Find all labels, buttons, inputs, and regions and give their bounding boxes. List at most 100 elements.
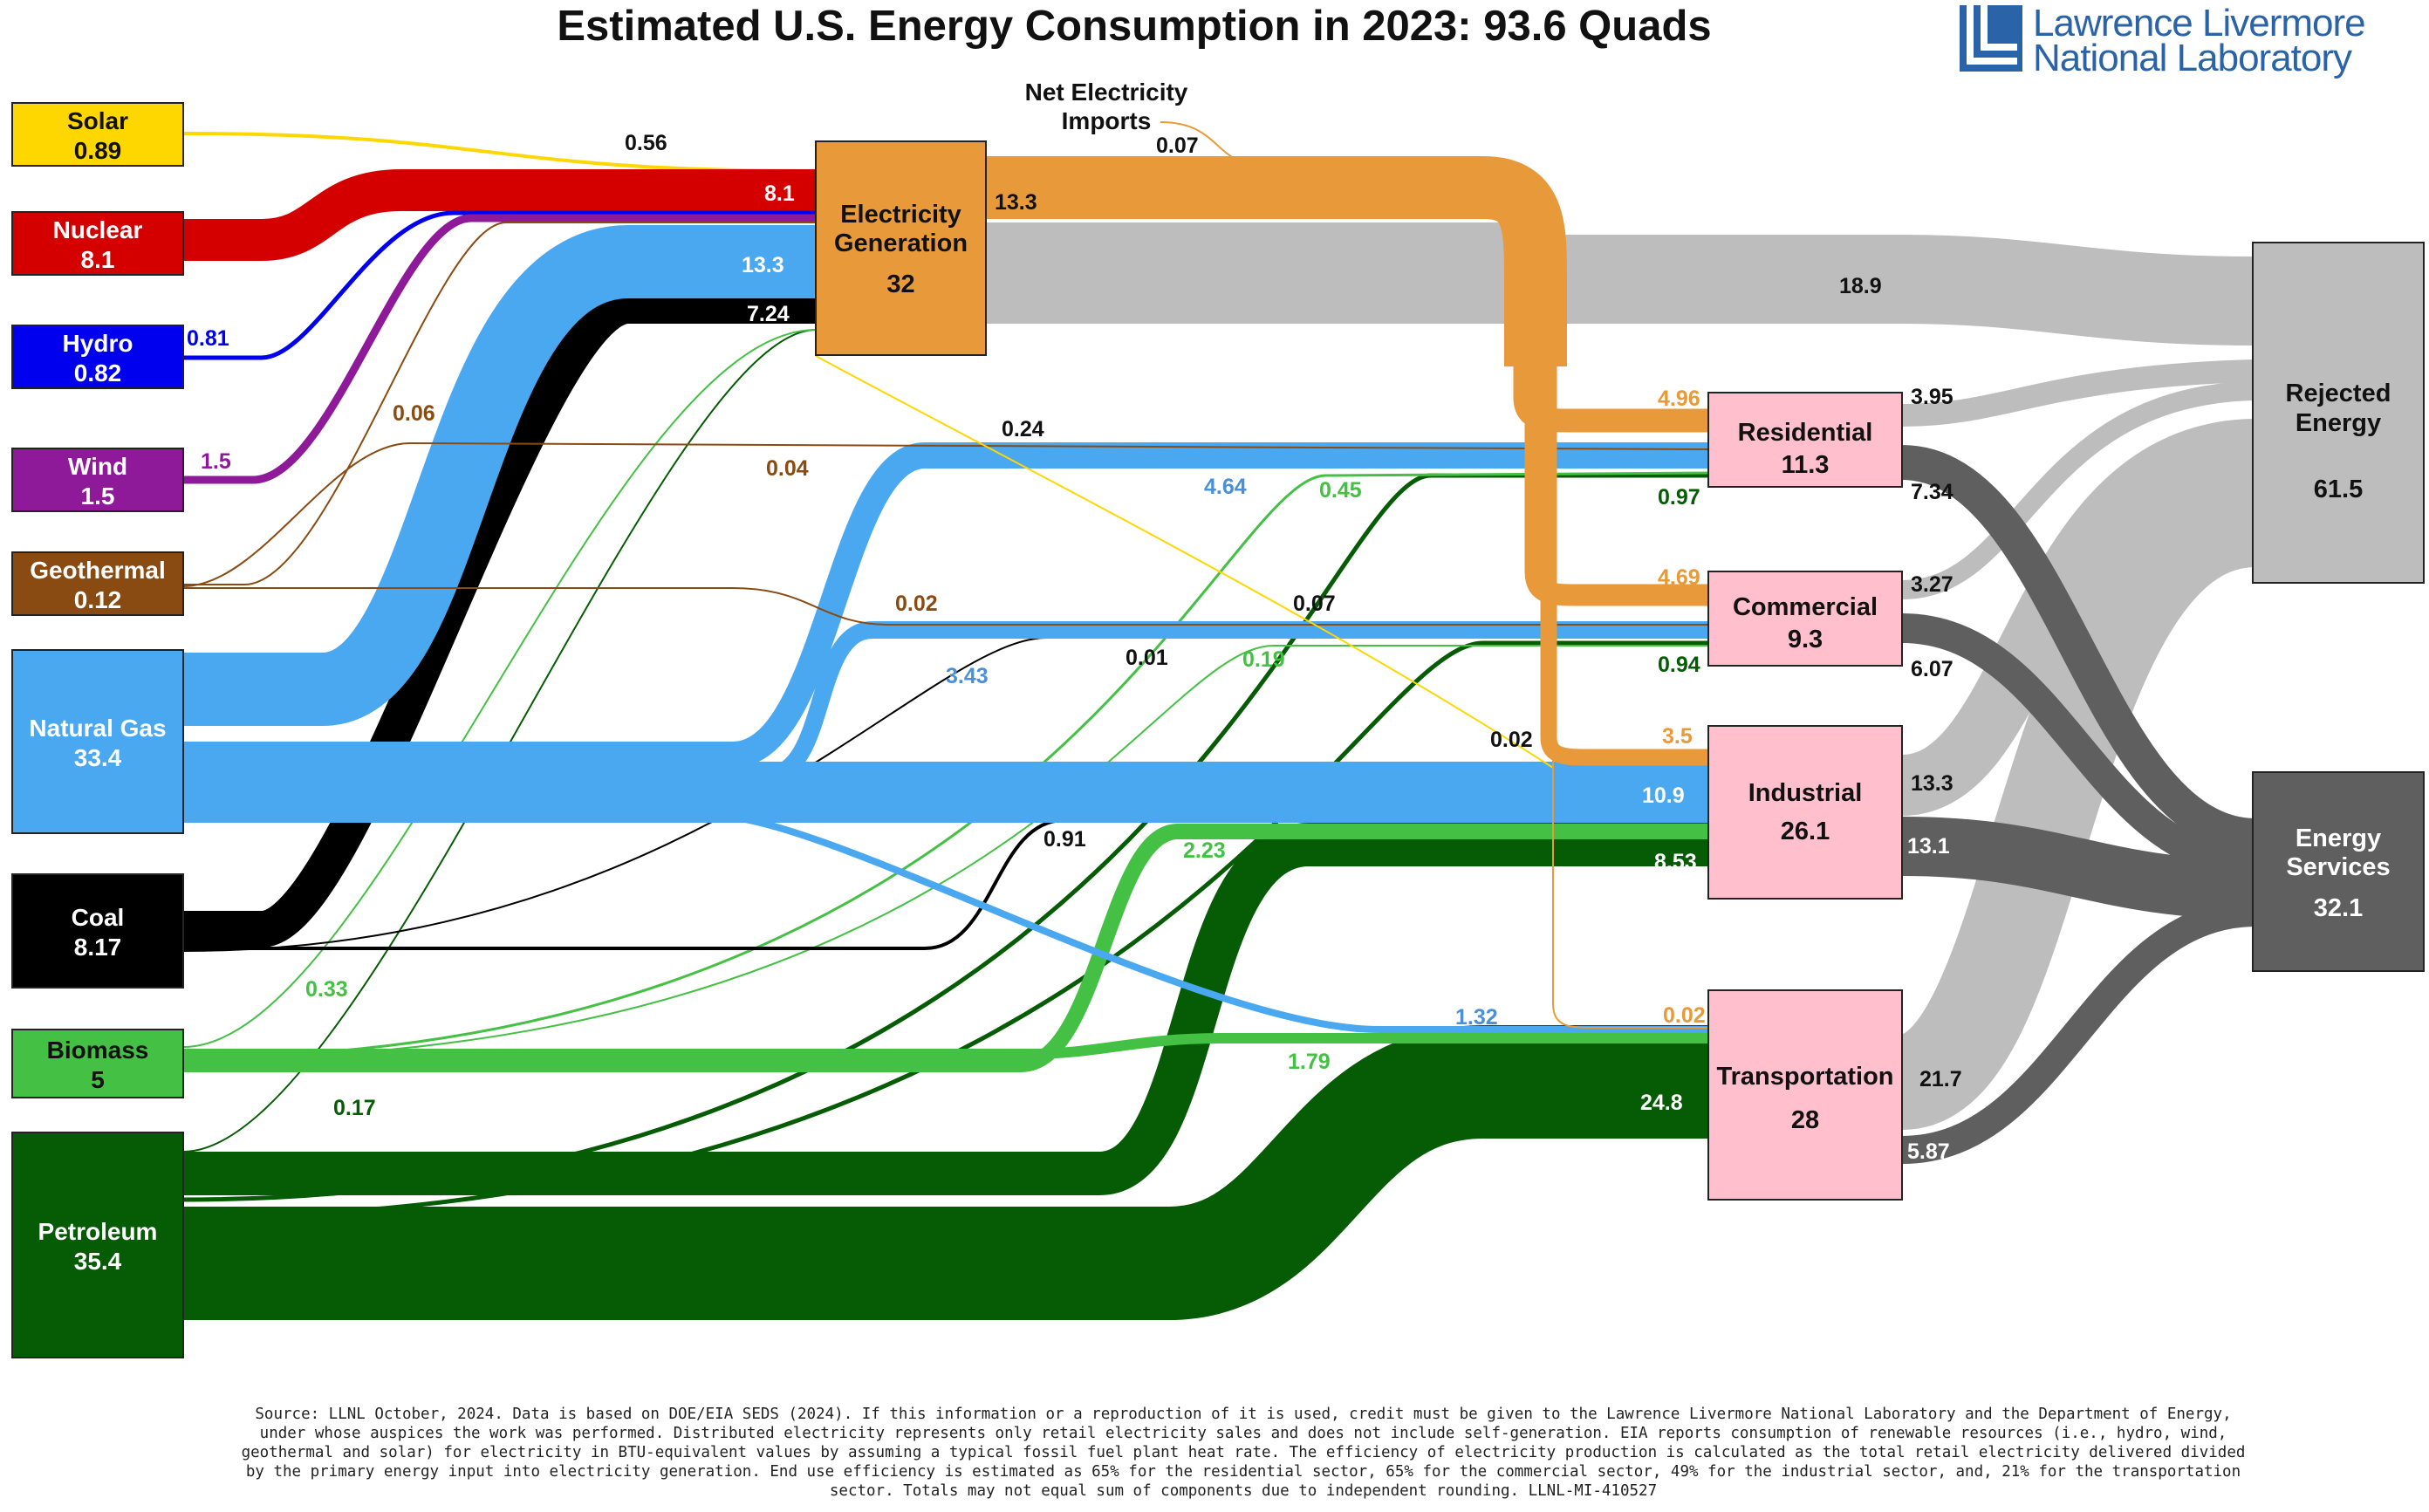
flow-petroleum-industrial [183, 823, 1710, 1195]
node-commercial [1707, 571, 1903, 667]
logo-line1: Lawrence Livermore [2033, 2, 2366, 44]
flow-label-bio-res: 0.45 [1319, 478, 1362, 503]
node-solar [11, 102, 184, 167]
flow-label-elec-out: 13.3 [995, 190, 1037, 215]
node-wind [11, 448, 184, 512]
flow-label-elec-com: 4.69 [1658, 565, 1700, 590]
node-transportation-value: 28 [1791, 1106, 1819, 1134]
flow-biomass-commercial [182, 645, 1710, 1060]
flow-label-pet-ind: 8.53 [1654, 850, 1697, 874]
flow-petroleum-residential [182, 473, 1710, 1202]
flow-rejected-commercial [1901, 381, 2254, 599]
flow-nuclear-electricity [183, 169, 816, 261]
flow-label-nuclear-elec: 8.1 [764, 181, 795, 206]
flow-label-solar-com: 0.07 [1293, 592, 1336, 616]
node-industrial-name: Industrial [1748, 779, 1863, 807]
flow-label-solar-res: 0.24 [1002, 417, 1044, 441]
flow-coal-electricity [183, 287, 816, 948]
node-geothermal [11, 551, 184, 616]
flow-petroleum-transportation [183, 1025, 1710, 1320]
flow-services-commercial [1901, 613, 2254, 879]
nodes-layer [11, 102, 2425, 1358]
flow-petroleum-commercial [182, 640, 1710, 1220]
net-imports-label-1: Net Electricity [1025, 79, 1188, 106]
labels-layer: Solar0.89Nuclear8.1Hydro0.82Wind1.5Geoth… [29, 79, 2391, 1275]
node-natural-gas-name: Natural Gas [29, 715, 166, 742]
flow-label-elec-res: 4.96 [1658, 387, 1700, 411]
flow-label-ng-elec: 13.3 [742, 253, 784, 277]
node-coal-value: 8.17 [74, 934, 122, 961]
node-petroleum-name: Petroleum [38, 1218, 158, 1245]
node-residential [1707, 392, 1903, 488]
node-rejected-name-1: Rejected [2286, 380, 2391, 407]
node-natural-gas-value: 33.4 [74, 744, 122, 771]
flow-label-solar-elec: 0.56 [625, 131, 667, 155]
node-industrial-value: 26.1 [1781, 818, 1830, 845]
node-wind-name: Wind [68, 453, 127, 480]
flow-label-ind-rej: 13.3 [1911, 771, 1953, 796]
flow-label-res-srv: 7.34 [1911, 480, 1953, 504]
node-coal-name: Coal [72, 904, 125, 931]
flow-services-transportation [1901, 899, 2254, 1164]
flow-services-residential [1900, 445, 2255, 853]
node-industrial [1707, 725, 1903, 900]
flow-label-hydro-elec: 0.81 [187, 326, 229, 351]
node-transportation-name: Transportation [1716, 1063, 1893, 1091]
flow-services-industrial [1901, 817, 2254, 920]
flow-label-coal-ind: 0.91 [1043, 827, 1086, 852]
flow-label-trans-srv: 5.87 [1907, 1139, 1950, 1164]
flow-naturalgas-commercial [183, 621, 1710, 783]
flow-geothermal-electricity [183, 222, 816, 585]
flow-geothermal-residential [182, 442, 1711, 587]
node-services [2252, 771, 2425, 972]
node-electricity-name-1: Electricity [840, 201, 961, 229]
flow-label-imports: 0.07 [1156, 133, 1199, 158]
chart-title: Estimated U.S. Energy Consumption in 202… [557, 3, 1712, 50]
flow-label-res-rej: 3.95 [1911, 385, 1953, 409]
node-geothermal-name: Geothermal [30, 557, 166, 584]
node-rejected [2252, 242, 2425, 584]
flow-label-solar-ind: 0.02 [1490, 728, 1533, 752]
node-hydro-value: 0.82 [74, 359, 122, 387]
node-natural-gas [11, 649, 184, 834]
flow-rejected-transportation [1896, 471, 2257, 1130]
node-services-value: 32.1 [2314, 894, 2363, 922]
flow-label-pet-res: 0.97 [1658, 485, 1700, 510]
source-footnote: Source: LLNL October, 2024. Data is base… [241, 1406, 2246, 1500]
flow-label-ng-com: 3.43 [946, 664, 989, 688]
flow-label-pet-com: 0.94 [1658, 653, 1700, 677]
node-wind-value: 1.5 [81, 482, 115, 510]
llnl-logo: Lawrence Livermore National Laboratory [1960, 2, 2413, 80]
flow-label-ng-trans: 1.32 [1455, 1005, 1498, 1030]
flow-label-elec-rejected: 18.9 [1839, 274, 1882, 298]
flow-label-elec-ind: 3.5 [1662, 724, 1693, 749]
flow-label-trans-rej: 21.7 [1919, 1067, 1962, 1091]
node-commercial-value: 9.3 [1788, 626, 1823, 653]
flow-label-coal-elec: 7.24 [747, 302, 790, 326]
flow-solar-electricity [182, 132, 817, 173]
flow-label-com-srv: 6.07 [1911, 657, 1953, 681]
node-commercial-name: Commercial [1733, 593, 1878, 621]
node-nuclear-name: Nuclear [53, 216, 143, 243]
flow-geothermal-commercial [183, 587, 1710, 626]
flow-hydro-electricity [183, 210, 816, 360]
node-petroleum-value: 35.4 [74, 1248, 122, 1275]
flow-label-wind-elec: 1.5 [201, 449, 231, 474]
node-services-name-2: Services [2286, 853, 2390, 881]
node-rejected-name-2: Energy [2296, 409, 2381, 437]
flow-wind-electricity [183, 214, 816, 484]
logo-line2: National Laboratory [2033, 37, 2352, 79]
node-services-name-1: Energy [2296, 824, 2381, 852]
flow-label-coal-com: 0.01 [1126, 646, 1168, 670]
flow-electricity-out [982, 156, 1567, 366]
flow-electricity-industrial [1540, 366, 1710, 766]
flow-solar-residential [815, 355, 1554, 769]
flow-net-imports [1160, 121, 1483, 167]
node-residential-name: Residential [1738, 419, 1873, 447]
node-geothermal-value: 0.12 [74, 586, 122, 613]
flows-layer [182, 121, 2257, 1320]
node-coal [11, 873, 184, 989]
flow-label-geo-res: 0.04 [766, 456, 809, 481]
flow-biomass-transportation [183, 1033, 1710, 1059]
